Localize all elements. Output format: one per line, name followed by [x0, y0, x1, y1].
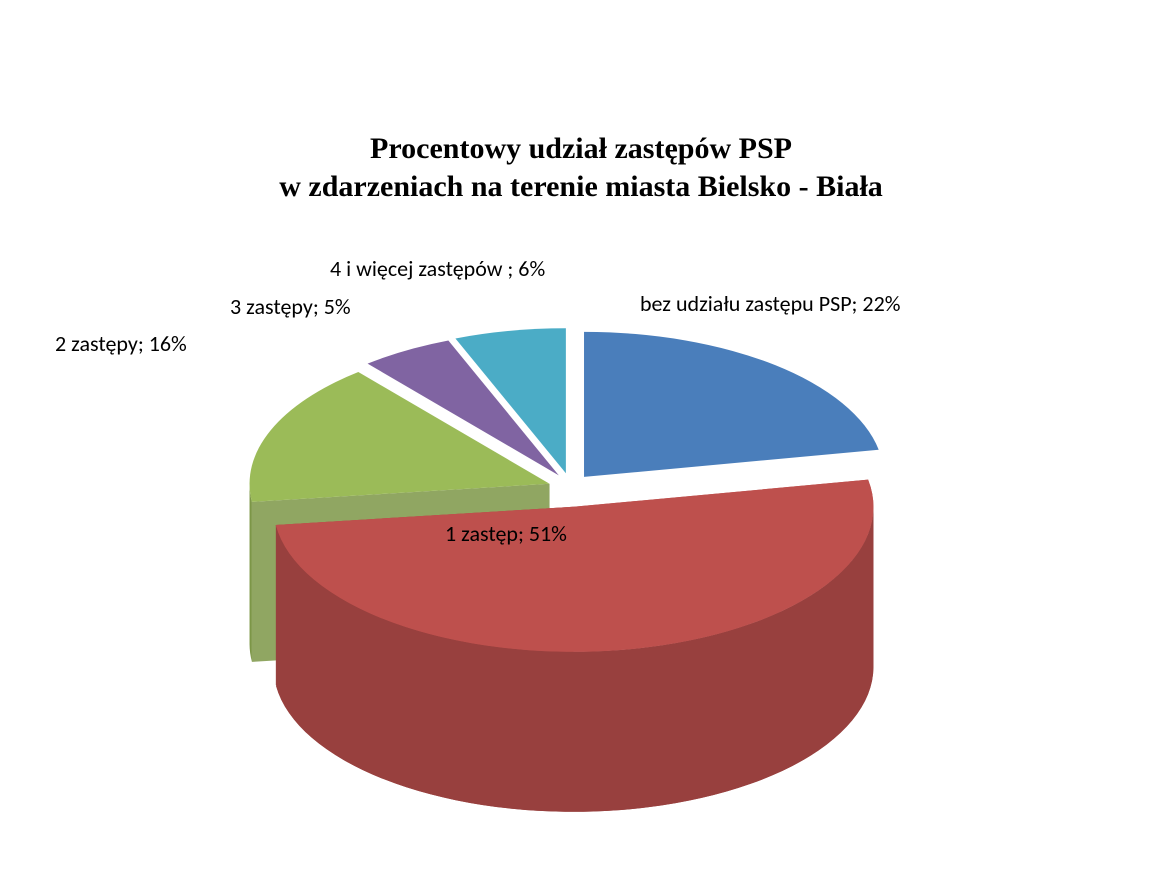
data-label: 4 i więcej zastępów ; 6% [330, 255, 545, 282]
data-label: 2 zastępy; 16% [55, 330, 187, 357]
data-label: 1 zastęp; 51% [445, 520, 567, 547]
data-label: 3 zastępy; 5% [230, 293, 351, 320]
data-label: bez udziału zastępu PSP; 22% [640, 290, 900, 317]
pie-chart-container: Procentowy udział zastępów PSP w zdarzen… [0, 0, 1162, 891]
pie-chart-svg [0, 0, 1162, 891]
pie-slice-top [584, 332, 879, 477]
pie-slice-side [250, 484, 252, 662]
